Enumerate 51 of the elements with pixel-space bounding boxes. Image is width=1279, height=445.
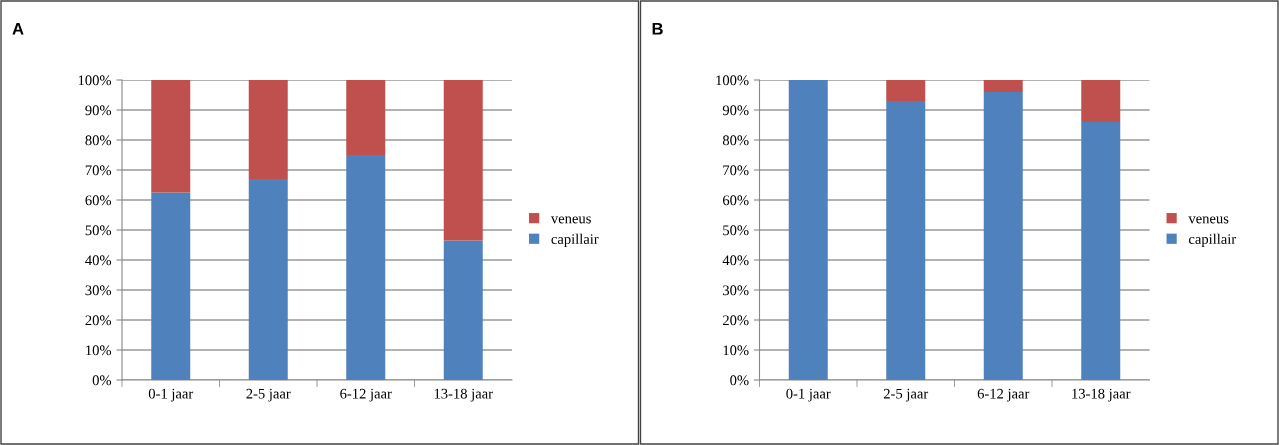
bar: [983, 92, 1023, 380]
bar: [788, 80, 828, 380]
y-tick-label: 90%: [722, 105, 749, 116]
y-tick-label: 20%: [85, 315, 112, 326]
y-tick-label: 50%: [85, 225, 112, 236]
legend-label: capillair: [551, 233, 599, 247]
y-tick-label: 40%: [85, 255, 112, 266]
y-tick-label: 30%: [85, 285, 112, 296]
y-tick-label: 100%: [78, 75, 112, 86]
bar: [983, 80, 1023, 92]
bar: [248, 179, 288, 380]
y-tick-label: 0%: [730, 375, 749, 386]
bar: [1081, 122, 1121, 380]
y-tick-label: 20%: [722, 315, 749, 326]
y-tick-label: 70%: [85, 165, 112, 176]
legend-label: veneus: [550, 216, 591, 224]
y-tick-label: 80%: [85, 135, 112, 146]
x-tick-label: 2-5 jaar: [246, 388, 291, 402]
y-tick-label: 90%: [85, 105, 112, 116]
bar: [886, 101, 926, 380]
y-tick-label: 30%: [723, 285, 749, 296]
x-tick-label: 0-1 jaar: [786, 388, 831, 402]
bar: [1081, 80, 1121, 122]
x-tick-label: 6-12 jaar: [977, 388, 1030, 402]
x-tick-label: 2-5 jaar: [883, 388, 929, 402]
y-tick-label: 70%: [723, 165, 749, 176]
y-tick-label: 0%: [92, 375, 112, 386]
y-tick-label: 60%: [85, 195, 112, 206]
x-tick-label: 13-18 jaar: [1072, 388, 1131, 402]
y-tick-label: 10%: [86, 345, 112, 356]
bar: [886, 80, 926, 101]
x-tick-label: 13-18 jaar: [434, 388, 493, 402]
y-tick-label: 60%: [722, 195, 749, 206]
y-tick-label: 80%: [722, 135, 749, 146]
bar: [151, 192, 191, 380]
y-tick-label: 100%: [716, 75, 749, 86]
bar: [346, 155, 386, 380]
x-tick-label: 0-1 jaar: [148, 388, 194, 402]
bar: [443, 240, 483, 380]
legend-label: veneus: [1188, 216, 1229, 224]
legend-label: capillair: [1188, 233, 1237, 247]
y-tick-label: 10%: [723, 345, 749, 356]
bar: [443, 80, 483, 241]
y-tick-label: 40%: [722, 255, 749, 266]
bar: [248, 80, 288, 179]
chart-title: B: [652, 23, 663, 35]
chart-title: A: [12, 23, 24, 35]
y-tick-label: 50%: [723, 225, 749, 236]
bar: [346, 80, 386, 155]
bar: [151, 80, 191, 193]
x-tick-label: 6-12 jaar: [340, 388, 392, 402]
